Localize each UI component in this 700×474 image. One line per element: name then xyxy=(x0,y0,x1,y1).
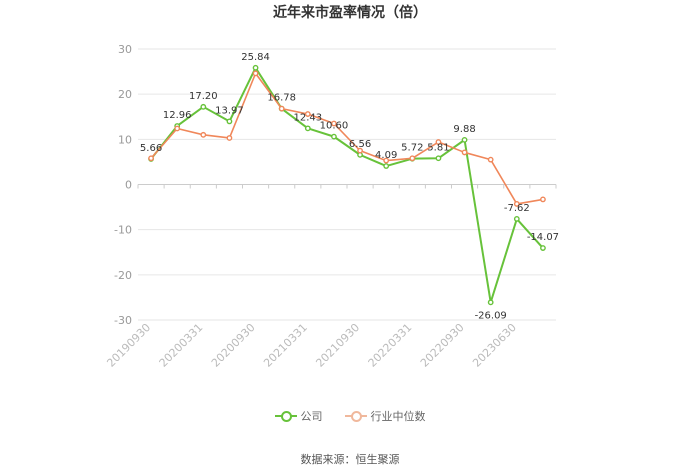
legend-item-industry[interactable]: 行业中位数 xyxy=(344,408,426,424)
data-label: -14.07 xyxy=(527,232,559,243)
data-label: -7.62 xyxy=(504,203,530,214)
x-tick-label: 20190930 xyxy=(104,321,153,370)
x-tick-label: 20210331 xyxy=(261,321,310,370)
y-tick-label: 20 xyxy=(118,88,132,101)
series-point-1 xyxy=(304,111,311,117)
series-point-1 xyxy=(383,157,390,164)
series-point-0 xyxy=(461,136,468,143)
series-point-0 xyxy=(513,216,520,222)
series-point-0 xyxy=(200,103,207,110)
data-label: 10.60 xyxy=(320,121,349,132)
data-source: 数据来源：恒生聚源 xyxy=(300,453,400,466)
data-label: 17.20 xyxy=(189,91,218,102)
legend-swatch-company-icon xyxy=(274,411,297,422)
data-label: 5.72 xyxy=(401,143,423,154)
series-point-1 xyxy=(357,147,363,154)
series-point-1 xyxy=(409,155,416,162)
series-point-1 xyxy=(461,149,468,156)
series-line-1 xyxy=(150,72,544,205)
data-label: 5.66 xyxy=(140,143,162,154)
series-point-1 xyxy=(331,120,337,127)
series-point-0 xyxy=(304,125,311,132)
y-tick-label: 10 xyxy=(118,133,132,146)
y-tick-label: 30 xyxy=(118,43,132,56)
series-point-0 xyxy=(226,118,233,125)
data-label: 12.96 xyxy=(163,110,192,121)
data-label: 12.43 xyxy=(293,112,322,123)
data-label: 6.56 xyxy=(349,139,371,150)
legend-item-company[interactable]: 公司 xyxy=(274,408,323,424)
series-point-1 xyxy=(540,196,546,203)
series-point-1 xyxy=(174,125,181,132)
data-label: 4.09 xyxy=(375,150,397,161)
series-point-1 xyxy=(487,156,494,163)
series-point-1 xyxy=(513,201,520,207)
series-point-1 xyxy=(226,135,233,141)
series-point-0 xyxy=(383,163,390,169)
y-tick-label: 0 xyxy=(125,179,132,192)
data-label: 5.81 xyxy=(427,142,449,153)
x-tick-label: 20220930 xyxy=(418,321,467,370)
series-point-0 xyxy=(487,299,494,306)
series-point-1 xyxy=(200,131,207,138)
x-tick-label: 20200331 xyxy=(157,321,206,370)
y-tick-label: -30 xyxy=(114,314,132,327)
series-point-0 xyxy=(540,245,546,251)
x-tick-label: 20220331 xyxy=(366,321,415,370)
data-label: 9.88 xyxy=(453,124,475,135)
y-tick-label: -10 xyxy=(114,224,132,237)
legend-label-industry: 行业中位数 xyxy=(370,410,426,423)
data-label: -26.09 xyxy=(475,310,507,321)
data-label: 13.97 xyxy=(215,105,244,116)
series-line-0 xyxy=(150,66,544,304)
x-tick-label: 20230630 xyxy=(470,321,519,370)
series-point-1 xyxy=(435,139,442,145)
series-point-1 xyxy=(252,70,259,77)
series-point-1 xyxy=(148,155,154,162)
x-tick-label: 20200930 xyxy=(209,321,258,370)
series-point-0 xyxy=(435,155,442,162)
x-tick-label: 20210930 xyxy=(313,321,362,370)
legend-label-company: 公司 xyxy=(300,410,323,423)
series-point-1 xyxy=(278,105,285,112)
series-point-0 xyxy=(252,64,259,71)
data-label: 25.84 xyxy=(241,52,270,63)
series-point-0 xyxy=(331,133,337,140)
data-label: 16.78 xyxy=(267,93,296,104)
chart-title: 近年来市盈率情况（倍） xyxy=(273,5,427,21)
y-tick-label: -20 xyxy=(114,269,132,282)
legend-swatch-industry-icon xyxy=(344,411,367,422)
legend: 公司 行业中位数 xyxy=(0,408,700,424)
